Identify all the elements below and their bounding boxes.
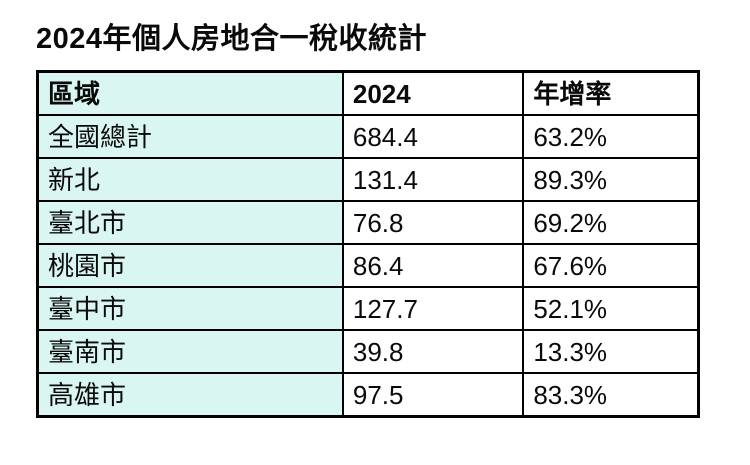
growth-cell: 83.3% (522, 372, 700, 418)
col-header-growth: 年增率 (522, 70, 700, 116)
region-cell: 臺北市 (36, 200, 344, 245)
growth-cell: 13.3% (522, 329, 700, 374)
table-header-row: 區域 2024 年增率 (36, 70, 700, 116)
table-row: 全國總計 684.4 63.2% (36, 114, 700, 159)
tax-statistics-table: 區域 2024 年增率 全國總計 684.4 63.2% 新北 131.4 89… (36, 70, 700, 418)
table-row: 臺中市 127.7 52.1% (36, 286, 700, 331)
value-cell: 97.5 (341, 372, 525, 418)
region-cell: 桃園市 (36, 243, 344, 288)
value-cell: 86.4 (341, 243, 525, 288)
value-cell: 76.8 (341, 200, 525, 245)
value-cell: 39.8 (341, 329, 525, 374)
value-cell: 131.4 (341, 157, 525, 202)
region-cell: 臺南市 (36, 329, 344, 374)
region-cell: 高雄市 (36, 372, 344, 418)
page-title: 2024年個人房地合一稅收統計 (36, 23, 428, 55)
growth-cell: 52.1% (522, 286, 700, 331)
table-row: 新北 131.4 89.3% (36, 157, 700, 202)
region-cell: 臺中市 (36, 286, 344, 331)
table-row: 桃園市 86.4 67.6% (36, 243, 700, 288)
growth-cell: 69.2% (522, 200, 700, 245)
region-cell: 全國總計 (36, 114, 344, 159)
col-header-region: 區域 (36, 70, 344, 116)
value-cell: 684.4 (341, 114, 525, 159)
table-row: 臺南市 39.8 13.3% (36, 329, 700, 374)
col-header-2024: 2024 (341, 70, 525, 116)
value-cell: 127.7 (341, 286, 525, 331)
growth-cell: 67.6% (522, 243, 700, 288)
growth-cell: 89.3% (522, 157, 700, 202)
table-row: 高雄市 97.5 83.3% (36, 372, 700, 418)
growth-cell: 63.2% (522, 114, 700, 159)
region-cell: 新北 (36, 157, 344, 202)
table-row: 臺北市 76.8 69.2% (36, 200, 700, 245)
